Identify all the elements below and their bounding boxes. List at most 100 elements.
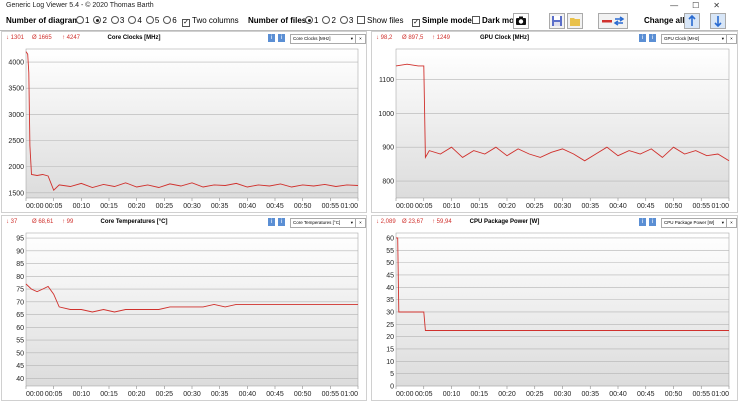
radio-icon	[305, 16, 313, 24]
scale-down-button[interactable]	[710, 13, 726, 29]
x-tick-label: 00:40	[239, 203, 257, 210]
radio-icon	[339, 16, 348, 24]
two-columns-checkbox[interactable]: ✓ Two columns	[182, 12, 239, 30]
x-tick-label: 00:20	[128, 391, 146, 398]
file-radio-3[interactable]: 3	[339, 16, 353, 25]
chart-panel-core-clocks: ↓ 1301 Ø 1665 ↑ 4247 Core Clocks [MHz] i i Cor…	[1, 31, 367, 213]
panel-close-button[interactable]: ×	[726, 218, 737, 228]
diagram-radio-4[interactable]: 4	[128, 16, 142, 25]
panel-close-button[interactable]: ×	[355, 34, 366, 44]
y-tick-label: 15	[386, 346, 394, 353]
panel-close-button[interactable]: ×	[726, 34, 737, 44]
x-tick-label: 01:00	[711, 391, 729, 398]
y-tick-label: 65	[16, 312, 24, 319]
x-tick-label: 00:10	[73, 391, 91, 398]
y-tick-label: 70	[16, 299, 24, 306]
camera-icon	[516, 16, 526, 25]
y-tick-label: 30	[386, 309, 394, 316]
swap-lines-button[interactable]	[598, 13, 628, 29]
x-tick-label: 00:35	[581, 203, 599, 210]
diagram-radio-1[interactable]: 1	[76, 16, 89, 25]
arrow-down-icon	[714, 16, 722, 28]
y-tick-label: 45	[386, 272, 394, 279]
filter-icon[interactable]: i	[278, 34, 285, 42]
show-files-checkbox[interactable]: Show files	[357, 12, 403, 30]
panel-close-button[interactable]: ×	[355, 218, 366, 228]
series-line	[396, 237, 729, 331]
x-tick-label: 00:05	[45, 391, 63, 398]
stat-avg: Ø 23,67	[402, 219, 424, 225]
y-tick-label: 1500	[8, 190, 24, 197]
open-folder-button[interactable]	[567, 13, 583, 29]
dark-mode-checkbox[interactable]: Dark mod	[472, 12, 519, 30]
info-icon[interactable]: i	[268, 34, 275, 42]
show-files-label: Show files	[367, 16, 404, 25]
info-icon[interactable]: i	[639, 34, 646, 42]
x-tick-label: 00:55	[692, 391, 710, 398]
y-tick-label: 25	[386, 322, 394, 329]
x-tick-label: 00:45	[266, 391, 284, 398]
y-tick-label: 2500	[8, 138, 24, 145]
window-title: Generic Log Viewer 5.4 - © 2020 Thomas B…	[6, 2, 154, 9]
y-tick-label: 20	[386, 334, 394, 341]
x-tick-label: 00:45	[266, 203, 284, 210]
panel-title: CPU Package Power [W]	[469, 219, 540, 225]
x-tick-label: 00:30	[554, 391, 572, 398]
radio-icon	[322, 16, 331, 24]
y-tick-label: 60	[16, 325, 24, 332]
x-tick-label: 00:35	[581, 391, 599, 398]
file-count-radios[interactable]: 1 2 3	[305, 12, 357, 30]
filter-icon[interactable]: i	[649, 34, 656, 42]
chevron-down-icon: ▾	[350, 36, 353, 41]
diagram-radio-6[interactable]: 6	[163, 16, 177, 25]
y-tick-label: 45	[16, 363, 24, 370]
simple-mode-checkbox[interactable]: ✓ Simple mode	[412, 12, 472, 30]
file-radio-2[interactable]: 2	[322, 16, 336, 25]
screenshot-button[interactable]	[513, 13, 529, 29]
series-select[interactable]: Core Temperatures [°C] ▾	[290, 218, 356, 228]
simple-mode-label: Simple mode	[422, 16, 472, 25]
window-controls[interactable]: —☐✕	[670, 1, 734, 10]
x-tick-label: 00:30	[183, 391, 201, 398]
info-icon[interactable]: i	[639, 218, 646, 226]
x-tick-label: 01:00	[340, 391, 358, 398]
series-select[interactable]: GPU Clock [MHz] ▾	[661, 34, 727, 44]
x-tick-label: 00:25	[156, 391, 174, 398]
y-tick-label: 35	[386, 297, 394, 304]
diagram-radio-label: 2	[102, 16, 107, 25]
diagram-radio-2[interactable]: 2	[93, 16, 107, 25]
series-select-value: Core Temperatures [°C]	[293, 220, 341, 225]
stat-min: ↓ 2,089	[376, 219, 396, 225]
x-tick-label: 00:50	[665, 391, 683, 398]
x-tick-label: 00:50	[665, 203, 683, 210]
file-radio-1[interactable]: 1	[305, 16, 318, 25]
series-select[interactable]: CPU Package Power [W] ▾	[661, 218, 727, 228]
panel-header: ↓ 1301 Ø 1665 ↑ 4247 Core Clocks [MHz] i i Cor…	[2, 32, 366, 45]
x-tick-label: 01:00	[340, 203, 358, 210]
x-tick-label: 00:05	[415, 203, 433, 210]
x-tick-label: 00:10	[443, 203, 461, 210]
x-tick-label: 00:40	[609, 203, 627, 210]
diagram-radio-3[interactable]: 3	[110, 16, 124, 25]
scale-up-button[interactable]	[684, 13, 700, 29]
dark-mode-label: Dark mod	[482, 16, 519, 25]
x-tick-label: 00:25	[156, 203, 174, 210]
x-tick-label: 00:30	[554, 203, 572, 210]
x-tick-label: 00:00	[26, 391, 44, 398]
diagram-radio-5[interactable]: 5	[145, 16, 159, 25]
y-tick-label: 95	[16, 236, 24, 243]
checkbox-empty-icon	[357, 16, 365, 24]
chart-svg: 800 900 1000 1100 00:00 00:05 00:10 00:15 00:20 0…	[378, 48, 730, 210]
x-tick-label: 00:25	[526, 203, 544, 210]
info-icon[interactable]: i	[268, 218, 275, 226]
series-select[interactable]: Core Clocks [MHz] ▾	[290, 34, 356, 44]
filter-icon[interactable]: i	[649, 218, 656, 226]
filter-icon[interactable]: i	[278, 218, 285, 226]
y-tick-label: 0	[390, 384, 394, 391]
save-button[interactable]	[549, 13, 565, 29]
diagram-count-radios[interactable]: 1 2 3 4 5 6	[76, 12, 181, 30]
x-tick-label: 00:10	[443, 391, 461, 398]
folder-icon	[570, 18, 580, 26]
window-titlebar: Generic Log Viewer 5.4 - © 2020 Thomas B…	[0, 0, 738, 12]
x-tick-label: 00:25	[526, 391, 544, 398]
